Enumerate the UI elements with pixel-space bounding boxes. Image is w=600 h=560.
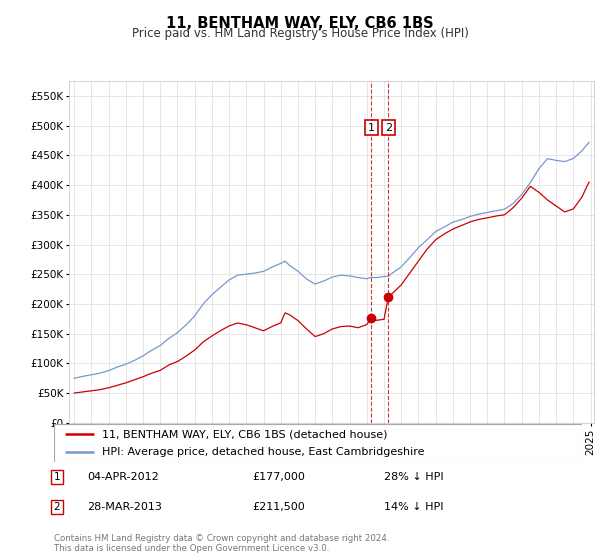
Text: Contains HM Land Registry data © Crown copyright and database right 2024.
This d: Contains HM Land Registry data © Crown c…	[54, 534, 389, 553]
Text: 2: 2	[53, 502, 61, 512]
Text: 2: 2	[385, 123, 392, 133]
Text: 11, BENTHAM WAY, ELY, CB6 1BS (detached house): 11, BENTHAM WAY, ELY, CB6 1BS (detached …	[101, 429, 387, 439]
Text: HPI: Average price, detached house, East Cambridgeshire: HPI: Average price, detached house, East…	[101, 447, 424, 457]
Text: 11, BENTHAM WAY, ELY, CB6 1BS: 11, BENTHAM WAY, ELY, CB6 1BS	[166, 16, 434, 31]
Text: 28-MAR-2013: 28-MAR-2013	[87, 502, 162, 512]
FancyBboxPatch shape	[54, 424, 582, 462]
Text: 1: 1	[53, 472, 61, 482]
Text: 14% ↓ HPI: 14% ↓ HPI	[384, 502, 443, 512]
Text: 1: 1	[368, 123, 375, 133]
Text: Price paid vs. HM Land Registry's House Price Index (HPI): Price paid vs. HM Land Registry's House …	[131, 27, 469, 40]
Text: 28% ↓ HPI: 28% ↓ HPI	[384, 472, 443, 482]
Text: £177,000: £177,000	[252, 472, 305, 482]
Text: 04-APR-2012: 04-APR-2012	[87, 472, 159, 482]
Text: £211,500: £211,500	[252, 502, 305, 512]
